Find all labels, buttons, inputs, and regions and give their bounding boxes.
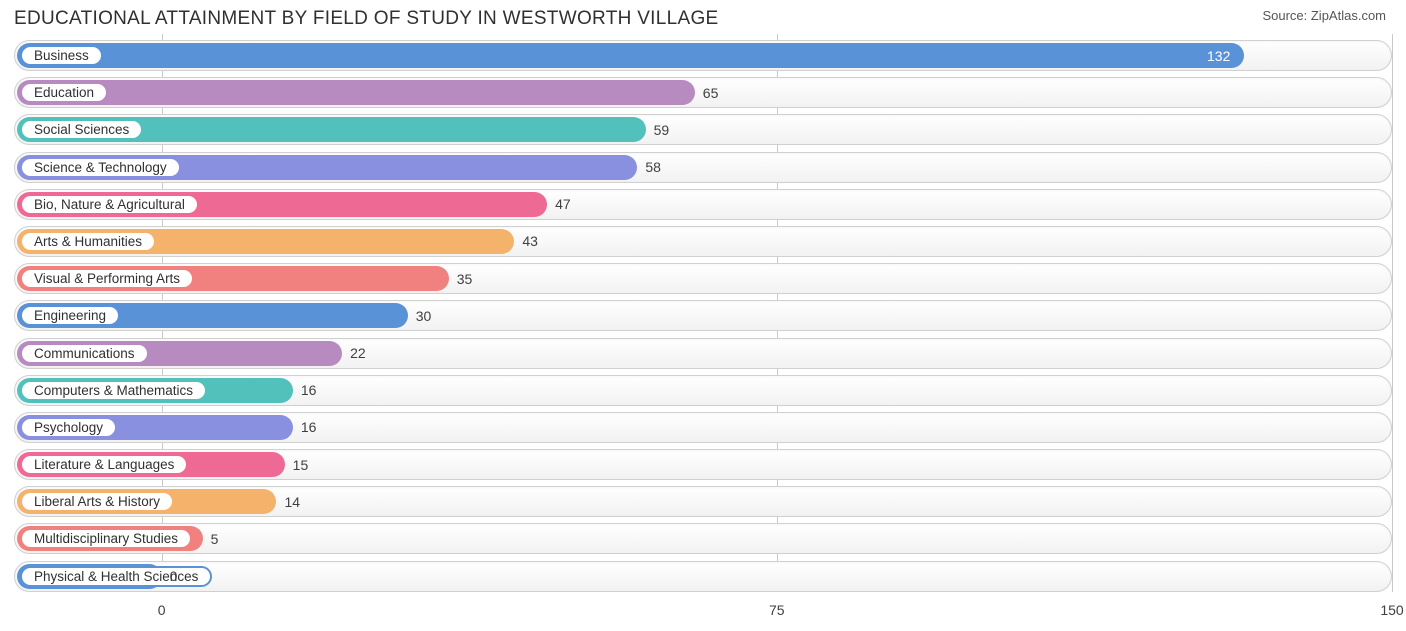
chart-header: EDUCATIONAL ATTAINMENT BY FIELD OF STUDY… (0, 0, 1406, 34)
bar-row: Arts & Humanities 43 (14, 226, 1392, 257)
bar-value: 16 (301, 375, 317, 406)
bar-row: Bio, Nature & Agricultural 47 (14, 189, 1392, 220)
bar-row: Liberal Arts & History 14 (14, 486, 1392, 517)
bar-label-pill: Social Sciences (20, 119, 143, 140)
bar-label-pill: Multidisciplinary Studies (20, 528, 192, 549)
chart-plot: Business132Education65Social Sciences59S… (0, 34, 1406, 592)
bar-row: Literature & Languages 15 (14, 449, 1392, 480)
bar-row: Communications 22 (14, 338, 1392, 369)
bar-fill (17, 43, 1244, 68)
bar-value: 43 (522, 226, 538, 257)
bar-value: 0 (170, 561, 178, 592)
bar-value: 65 (703, 77, 719, 108)
bar-row: Science & Technology 58 (14, 152, 1392, 183)
x-tick-label: 150 (1380, 602, 1403, 618)
bar-value: 47 (555, 189, 571, 220)
bar-label-pill: Business (20, 45, 103, 66)
bar-row: Physical & Health Sciences0 (14, 561, 1392, 592)
bar-row: Business 132 (14, 40, 1392, 71)
bar-value: 58 (645, 152, 661, 183)
bar-label-pill: Communications (20, 343, 149, 364)
bar-value: 59 (654, 114, 670, 145)
chart-title: EDUCATIONAL ATTAINMENT BY FIELD OF STUDY… (14, 8, 719, 30)
bar-value: 14 (284, 486, 300, 517)
chart-source: Source: ZipAtlas.com (1262, 8, 1386, 23)
bar-row: Social Sciences 59 (14, 114, 1392, 145)
bar-row: Engineering 30 (14, 300, 1392, 331)
bar-label-pill: Education (20, 82, 108, 103)
bar-track (14, 561, 1392, 592)
gridline (1392, 34, 1393, 592)
x-tick-label: 75 (769, 602, 785, 618)
bar-value: 5 (211, 523, 219, 554)
bar-row: Visual & Performing Arts 35 (14, 263, 1392, 294)
bar-label-pill: Bio, Nature & Agricultural (20, 194, 199, 215)
bar-label-pill: Computers & Mathematics (20, 380, 207, 401)
bar-label-pill: Literature & Languages (20, 454, 188, 475)
bar-value: 35 (457, 263, 473, 294)
bar-label-pill: Science & Technology (20, 157, 181, 178)
bar-row: Multidisciplinary Studies 5 (14, 523, 1392, 554)
bar-track (14, 523, 1392, 554)
bar-row: Education 65 (14, 77, 1392, 108)
bar-label-pill: Visual & Performing Arts (20, 268, 194, 289)
bar-label-pill: Physical & Health Sciences (20, 566, 212, 587)
bar-label-pill: Psychology (20, 417, 117, 438)
bar-row: Computers & Mathematics 16 (14, 375, 1392, 406)
bar-value: 16 (301, 412, 317, 443)
bar-value: 132 (1207, 40, 1230, 71)
bar-row: Psychology 16 (14, 412, 1392, 443)
bar-label-pill: Arts & Humanities (20, 231, 156, 252)
bar-value: 30 (416, 300, 432, 331)
chart-bars: Business132Education65Social Sciences59S… (14, 40, 1392, 592)
bar-value: 22 (350, 338, 366, 369)
bar-label-pill: Liberal Arts & History (20, 491, 174, 512)
bar-value: 15 (293, 449, 309, 480)
x-tick-label: 0 (158, 602, 166, 618)
bar-fill (17, 80, 695, 105)
bar-label-pill: Engineering (20, 305, 120, 326)
x-axis: 075150 (14, 598, 1392, 624)
